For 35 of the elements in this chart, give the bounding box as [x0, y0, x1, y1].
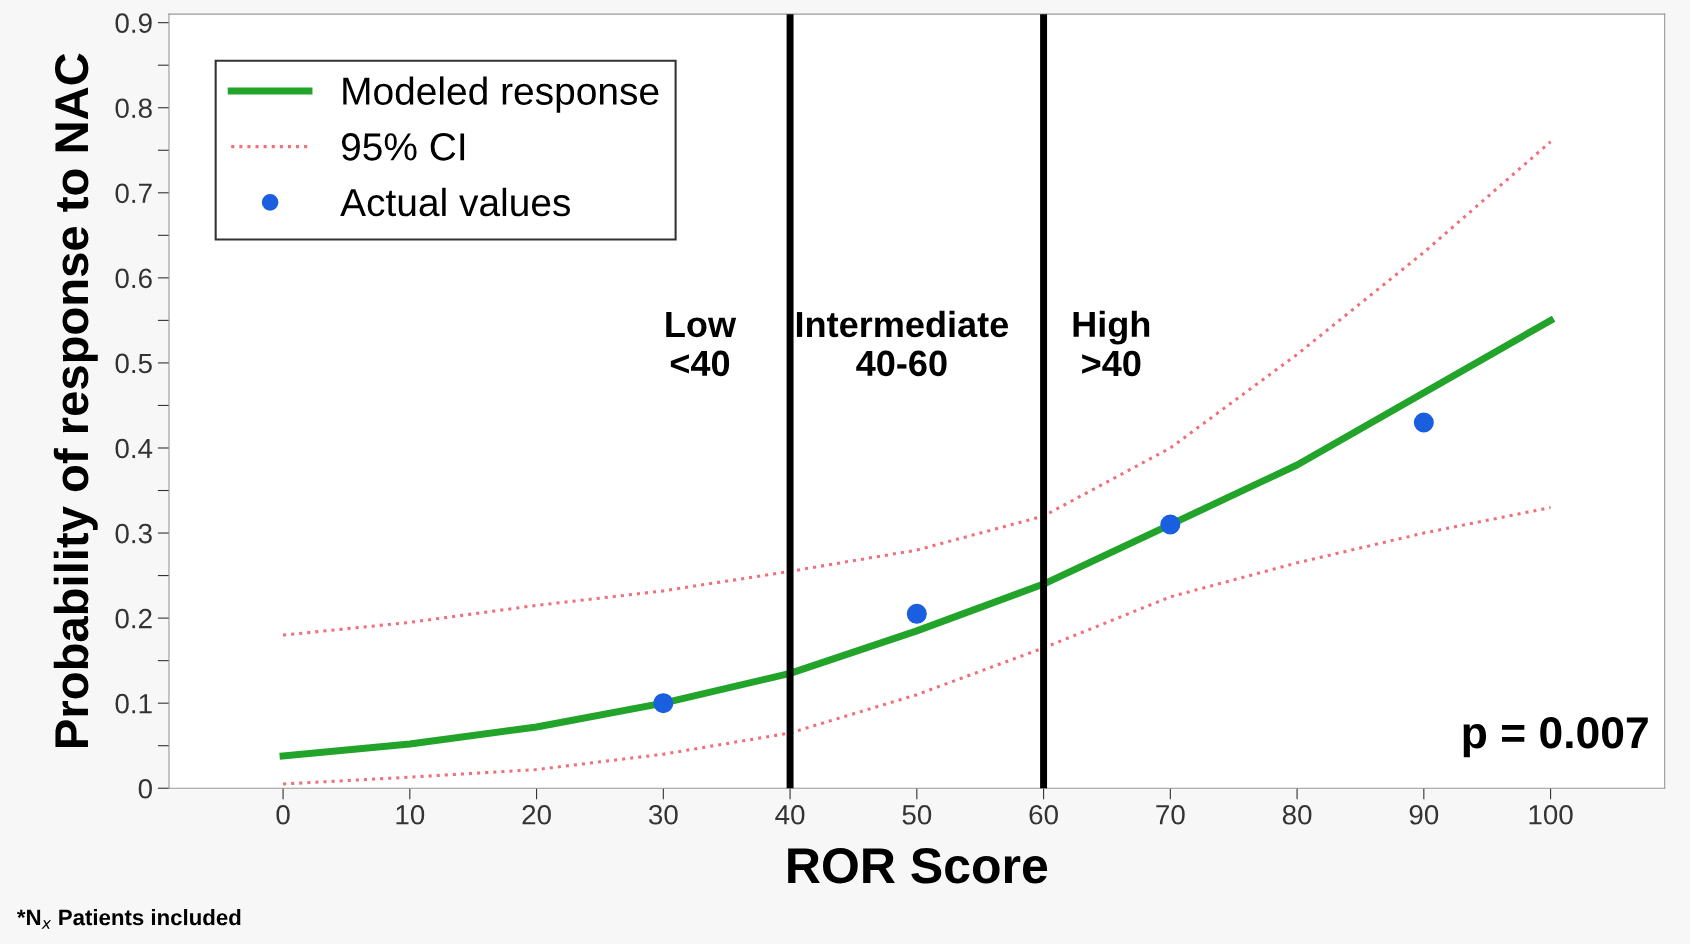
- y-tick-label: 0.2: [115, 608, 152, 629]
- legend-label: Actual values: [340, 187, 571, 217]
- x-tick-label: 100: [1529, 804, 1573, 825]
- legend-label: 95% CI: [341, 133, 465, 161]
- point: [653, 693, 674, 714]
- y-tick-label: 0: [138, 778, 152, 799]
- annotation: Low <40: [666, 312, 737, 377]
- x-tick-label: 60: [1029, 804, 1058, 825]
- y-tick-label: 0.6: [115, 268, 152, 289]
- x-tick-label: 30: [648, 804, 678, 825]
- x-tick-label: 0: [276, 804, 290, 825]
- y-tick-label: 0.5: [115, 353, 152, 374]
- y-tick-label: 0.4: [115, 438, 153, 459]
- text: *N$_{x}$ Patients included: [16, 909, 241, 929]
- x-axis-title: ROR Score: [788, 848, 1048, 884]
- y-tick-label: 0.9: [115, 13, 152, 33]
- point: [1160, 514, 1181, 535]
- legend-label: Modeled response: [343, 76, 659, 113]
- annotation: Intermediate 40-60: [796, 310, 1009, 377]
- x-tick-label: 10: [396, 804, 425, 825]
- x-tick-label: 50: [902, 804, 932, 825]
- x-tick-label: 20: [522, 804, 551, 825]
- y-tick-label: 0.7: [115, 183, 152, 204]
- y-axis-title: Probability of response to NAC: [53, 53, 98, 747]
- point: [906, 603, 927, 624]
- x-tick-label: 90: [1409, 804, 1439, 825]
- y-tick-label: 0.8: [115, 98, 152, 119]
- x-tick-label: 70: [1156, 804, 1185, 825]
- x-tick-label: 80: [1282, 804, 1312, 825]
- annotation: High >40: [1073, 310, 1150, 377]
- x-tick-label: 40: [775, 804, 805, 825]
- point: [1413, 412, 1434, 433]
- y-tick-label: 0.3: [115, 523, 152, 544]
- y-tick-label: 0.1: [115, 693, 152, 714]
- annotation: p = 0.007: [1463, 717, 1648, 758]
